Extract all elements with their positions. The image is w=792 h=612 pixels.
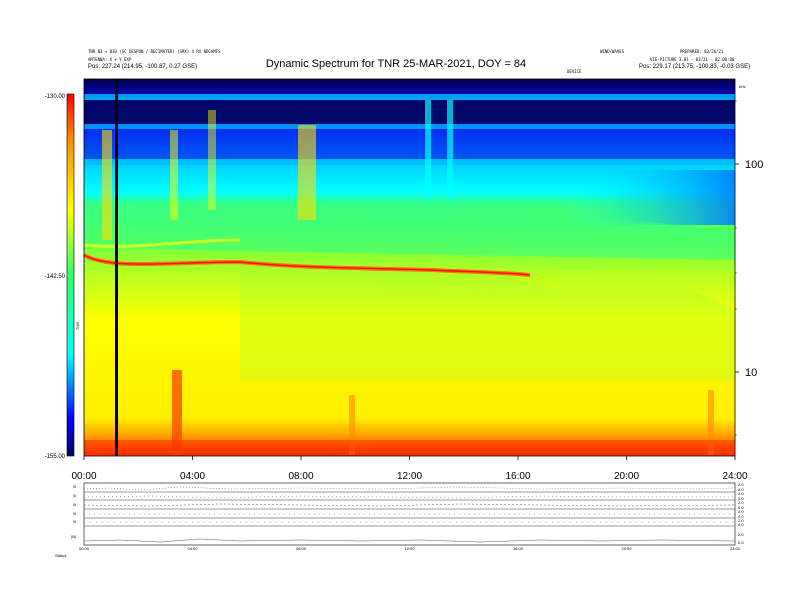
panel-x-tick: 00:00 [79, 546, 90, 551]
colorbar-frame [66, 93, 75, 457]
panel-right-tick: 2.0 [738, 532, 744, 537]
header-left-pos: Pos: 227.24 (214.95, -100.87, 0.27 GSE) [88, 64, 197, 70]
x-tick-label: 12:00 [397, 471, 422, 482]
header-right-pos: Pos: 229.17 (213.75, -100.83, -0.03 GSE) [639, 64, 750, 70]
panel-x-tick: 16:00 [513, 546, 524, 551]
panel-label: B [73, 493, 76, 498]
header-left-line2: ANTENNA: X + Y EXP [88, 57, 132, 62]
panel-right-tick: 0.0 [738, 496, 744, 501]
magnetometer-panel: B B B B B |B| 2.0 0.0 2.0 0.0 2.0 0.0 2.… [55, 482, 744, 558]
panel-right-tick: 2.0 [738, 509, 744, 514]
panel-x-tick: 08:00 [296, 546, 307, 551]
panel-right-tick: 0.0 [738, 487, 744, 492]
x-tick-label: 08:00 [288, 471, 313, 482]
spectrogram [83, 79, 735, 456]
x-axis: 00:00 04:00 08:00 12:00 16:00 20:00 24:0… [71, 456, 748, 482]
panel-label: B [73, 484, 76, 489]
panel-x-tick: 12:00 [404, 546, 415, 551]
pos-value: 227.24 (214.95, -100.87, 0.27 GSE) [101, 64, 198, 70]
panel-x-tick: 20:00 [621, 546, 632, 551]
panel-label: |B| [71, 534, 76, 539]
panel-label: B [73, 519, 76, 524]
colorbar-label: TNR [75, 322, 80, 330]
panel-x-tick: 24:00 [730, 546, 741, 551]
colorbar-tick-label: -142.50 [45, 274, 66, 280]
y-tick-label: 10 [745, 367, 757, 379]
status-label: Status [55, 553, 66, 558]
header-right-line3: VIE-PICTURE 3.01 - 03/21 - 02:00:00 [650, 57, 735, 62]
pos-label: Pos: [88, 64, 101, 70]
colorbar-tick-label: -130.00 [45, 94, 66, 100]
panel-right-tick: 0.0 [738, 505, 744, 510]
right-axis: 100 10 kHz [735, 84, 763, 436]
panel-x-tick: 04:00 [187, 546, 198, 551]
panel-right-tick: 2.0 [738, 518, 744, 523]
x-tick-label: 20:00 [614, 471, 639, 482]
x-tick-label: 24:00 [722, 471, 747, 482]
pos-value: 229.17 (213.75, -100.83, -0.03 GSE) [652, 64, 751, 70]
panel-right-tick: 2.0 [738, 500, 744, 505]
panel-right-tick: 0.0 [738, 514, 744, 519]
colorbar-tick-label: -155.00 [45, 454, 66, 460]
header-right-line1: WIND/WAVES [600, 49, 625, 54]
panel-right-tick: 2.0 [738, 482, 744, 487]
panel-right-tick: 2.0 [738, 491, 744, 496]
header-left-line1: TNR B3 + B3U (SC DESPUN / DECIMATED) (SM… [88, 49, 221, 54]
header-device: DEVICE [567, 69, 582, 74]
chart-title: Dynamic Spectrum for TNR 25-MAR-2021, DO… [265, 58, 527, 70]
x-tick-label: 04:00 [180, 471, 205, 482]
panel-right-tick: 0.0 [738, 522, 744, 527]
y-tick-label: 100 [745, 159, 763, 171]
y-axis-unit: kHz [739, 84, 746, 89]
header-right-line2: PREPARED: 03/26/21 [680, 49, 724, 54]
panel-label: B [73, 511, 76, 516]
panel-right-tick: 0.0 [738, 540, 744, 545]
colorbar [67, 94, 74, 456]
x-tick-label: 16:00 [505, 471, 530, 482]
panel-label: B [73, 502, 76, 507]
pos-label: Pos: [639, 64, 652, 70]
x-tick-label: 00:00 [71, 471, 96, 482]
